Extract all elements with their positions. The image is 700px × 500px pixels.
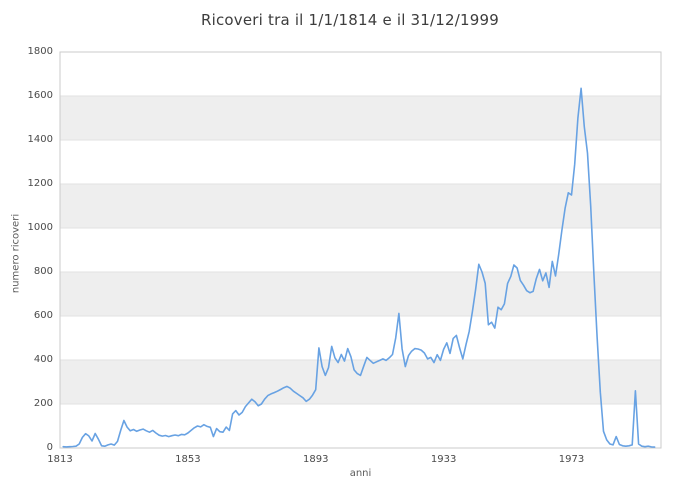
x-tick-label: 1973: [558, 454, 585, 465]
chart-title: Ricoveri tra il 1/1/1814 e il 31/12/1999: [200, 11, 500, 29]
y-tick-label: 1200: [27, 178, 53, 189]
y-tick-label: 1600: [27, 90, 53, 101]
plot-border: [59, 51, 662, 449]
y-tick-label: 1800: [27, 46, 53, 57]
y-tick-label: 400: [33, 354, 53, 365]
plot-band: [60, 272, 661, 316]
data-line: [62, 87, 656, 448]
y-tick-label: 800: [33, 266, 53, 277]
y-tick-label: 1000: [27, 222, 53, 233]
x-tick-label: 1893: [303, 454, 329, 465]
x-tick-label: 1813: [47, 454, 73, 465]
plot-band: [60, 184, 661, 228]
x-axis-title: anni: [349, 468, 372, 479]
plot-band: [60, 360, 661, 404]
y-tick-label: 1400: [27, 134, 53, 145]
plot-band: [60, 96, 661, 140]
x-tick-label: 1933: [430, 454, 457, 465]
x-tick-label: 1853: [175, 454, 201, 465]
y-tick-label: 600: [33, 310, 53, 321]
y-tick-label: 200: [33, 398, 53, 409]
y-tick-label: 0: [46, 442, 53, 453]
